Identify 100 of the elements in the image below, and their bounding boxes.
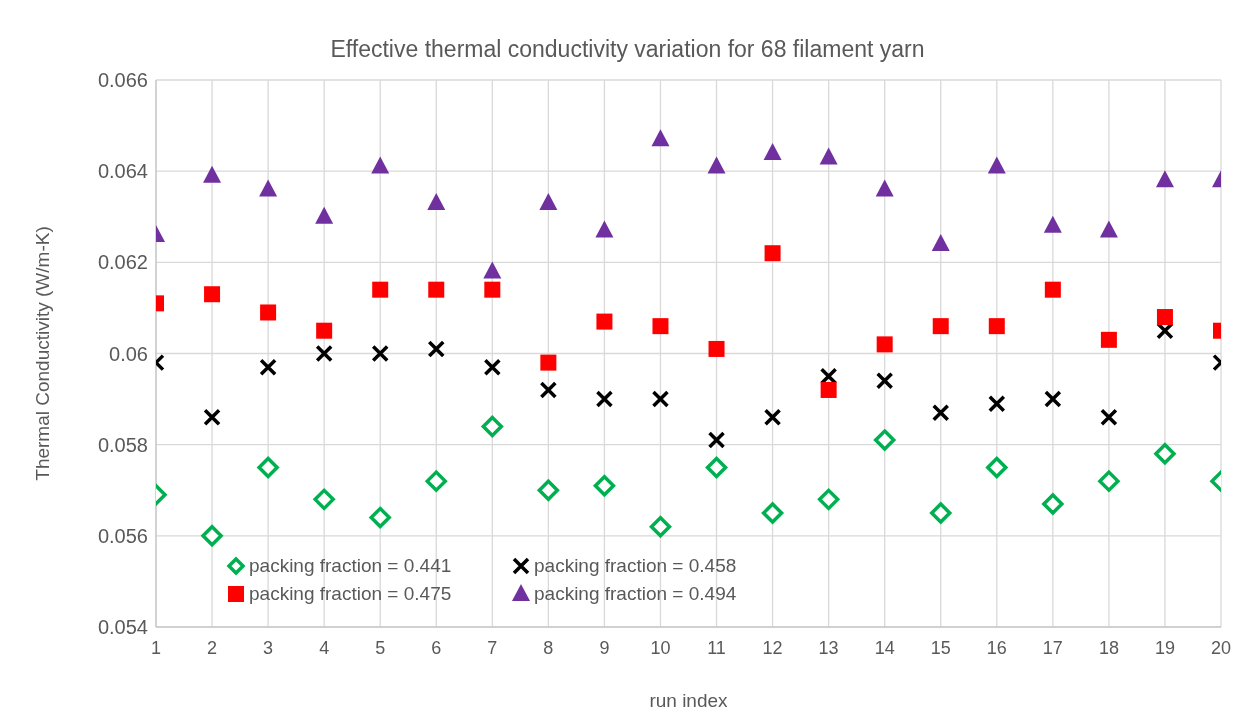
y-tick-label: 0.062: [97, 251, 148, 274]
point: [820, 381, 837, 398]
point: [652, 318, 669, 335]
x-tick-label: 8: [543, 637, 554, 658]
y-tick-label: 0.06: [109, 342, 148, 365]
point: [931, 234, 950, 252]
point: [315, 344, 333, 363]
x-axis-title: run index: [649, 690, 729, 711]
point: [761, 502, 784, 524]
point: [649, 515, 672, 538]
x-tick-label: 12: [762, 637, 783, 658]
point: [932, 318, 949, 335]
point: [817, 488, 840, 511]
x-tick-label: 2: [207, 637, 218, 658]
point: [764, 245, 781, 262]
point: [257, 456, 279, 479]
point: [705, 456, 728, 479]
point: [873, 429, 896, 451]
point: [1098, 470, 1120, 492]
x-tick-label: 11: [707, 637, 726, 658]
legend-label: packing fraction = 0.458: [534, 555, 737, 577]
x-tick-label: 4: [319, 637, 330, 658]
point: [483, 261, 502, 279]
point: [201, 525, 223, 547]
point: [763, 408, 782, 427]
point: [1044, 390, 1062, 408]
y-tick-label: 0.066: [97, 69, 148, 92]
chart-title: Effective thermal conductivity variation for 68 filament yarn: [329, 36, 926, 63]
x-tick-label: 18: [1098, 637, 1119, 658]
legend-label: packing fraction = 0.475: [249, 583, 452, 605]
point: [988, 394, 1006, 413]
point: [539, 193, 558, 211]
point: [707, 431, 726, 449]
point: [595, 390, 614, 408]
point: [707, 156, 726, 174]
point: [259, 179, 278, 197]
x-tick-label: 9: [599, 637, 610, 658]
point: [427, 340, 446, 358]
legend-label: packing fraction = 0.494: [534, 583, 737, 605]
point: [371, 156, 390, 174]
point: [1154, 443, 1176, 465]
point: [651, 129, 670, 147]
point: [931, 404, 950, 422]
point: [1042, 493, 1064, 515]
x-tick-label: 13: [818, 637, 839, 658]
point: [986, 456, 1008, 479]
point: [987, 156, 1006, 174]
point: [596, 313, 613, 330]
x-tick-label: 17: [1042, 637, 1063, 658]
point: [540, 354, 557, 371]
point: [371, 344, 389, 363]
point: [203, 165, 222, 183]
point: [875, 372, 894, 390]
point: [428, 281, 445, 298]
point: [369, 506, 391, 529]
point: [539, 381, 558, 399]
point: [875, 179, 894, 197]
point: [1156, 309, 1173, 326]
legend-label: packing fraction = 0.441: [249, 555, 452, 577]
point: [988, 318, 1005, 335]
point: [1100, 408, 1118, 427]
point: [315, 206, 334, 224]
point: [372, 281, 389, 298]
x-tick-label: 10: [650, 637, 671, 658]
x-tick-label: 19: [1154, 637, 1175, 658]
x-tick-label: 15: [930, 637, 951, 658]
point: [1044, 281, 1061, 298]
point: [427, 193, 446, 211]
x-tick-label: 16: [986, 637, 1007, 658]
point: [1155, 170, 1174, 188]
point: [876, 336, 893, 353]
point: [651, 390, 670, 408]
y-tick-label: 0.056: [97, 524, 148, 547]
point: [316, 322, 333, 339]
point: [537, 479, 560, 501]
x-tick-label: 1: [150, 637, 162, 658]
point: [483, 358, 502, 376]
point: [1043, 215, 1062, 233]
point: [481, 415, 504, 438]
x-tick-label: 7: [487, 637, 498, 658]
y-tick-label: 0.054: [97, 616, 148, 639]
point: [259, 358, 277, 376]
point: [1100, 331, 1117, 348]
point: [929, 502, 952, 524]
x-tick-label: 20: [1210, 637, 1232, 658]
point: [313, 488, 335, 511]
point: [595, 220, 614, 238]
point: [204, 286, 221, 303]
point: [484, 281, 501, 298]
x-tick-label: 14: [874, 637, 895, 658]
x-tick-label: 6: [431, 637, 442, 658]
point: [763, 142, 782, 160]
x-tick-label: 5: [375, 637, 386, 658]
point: [260, 304, 277, 321]
point: [1099, 220, 1118, 238]
point: [425, 470, 448, 492]
x-tick-label: 3: [263, 637, 274, 658]
y-tick-label: 0.058: [97, 433, 148, 456]
y-axis-title: Thermal Conductivity (W/m-K): [31, 226, 53, 481]
point: [819, 147, 838, 165]
